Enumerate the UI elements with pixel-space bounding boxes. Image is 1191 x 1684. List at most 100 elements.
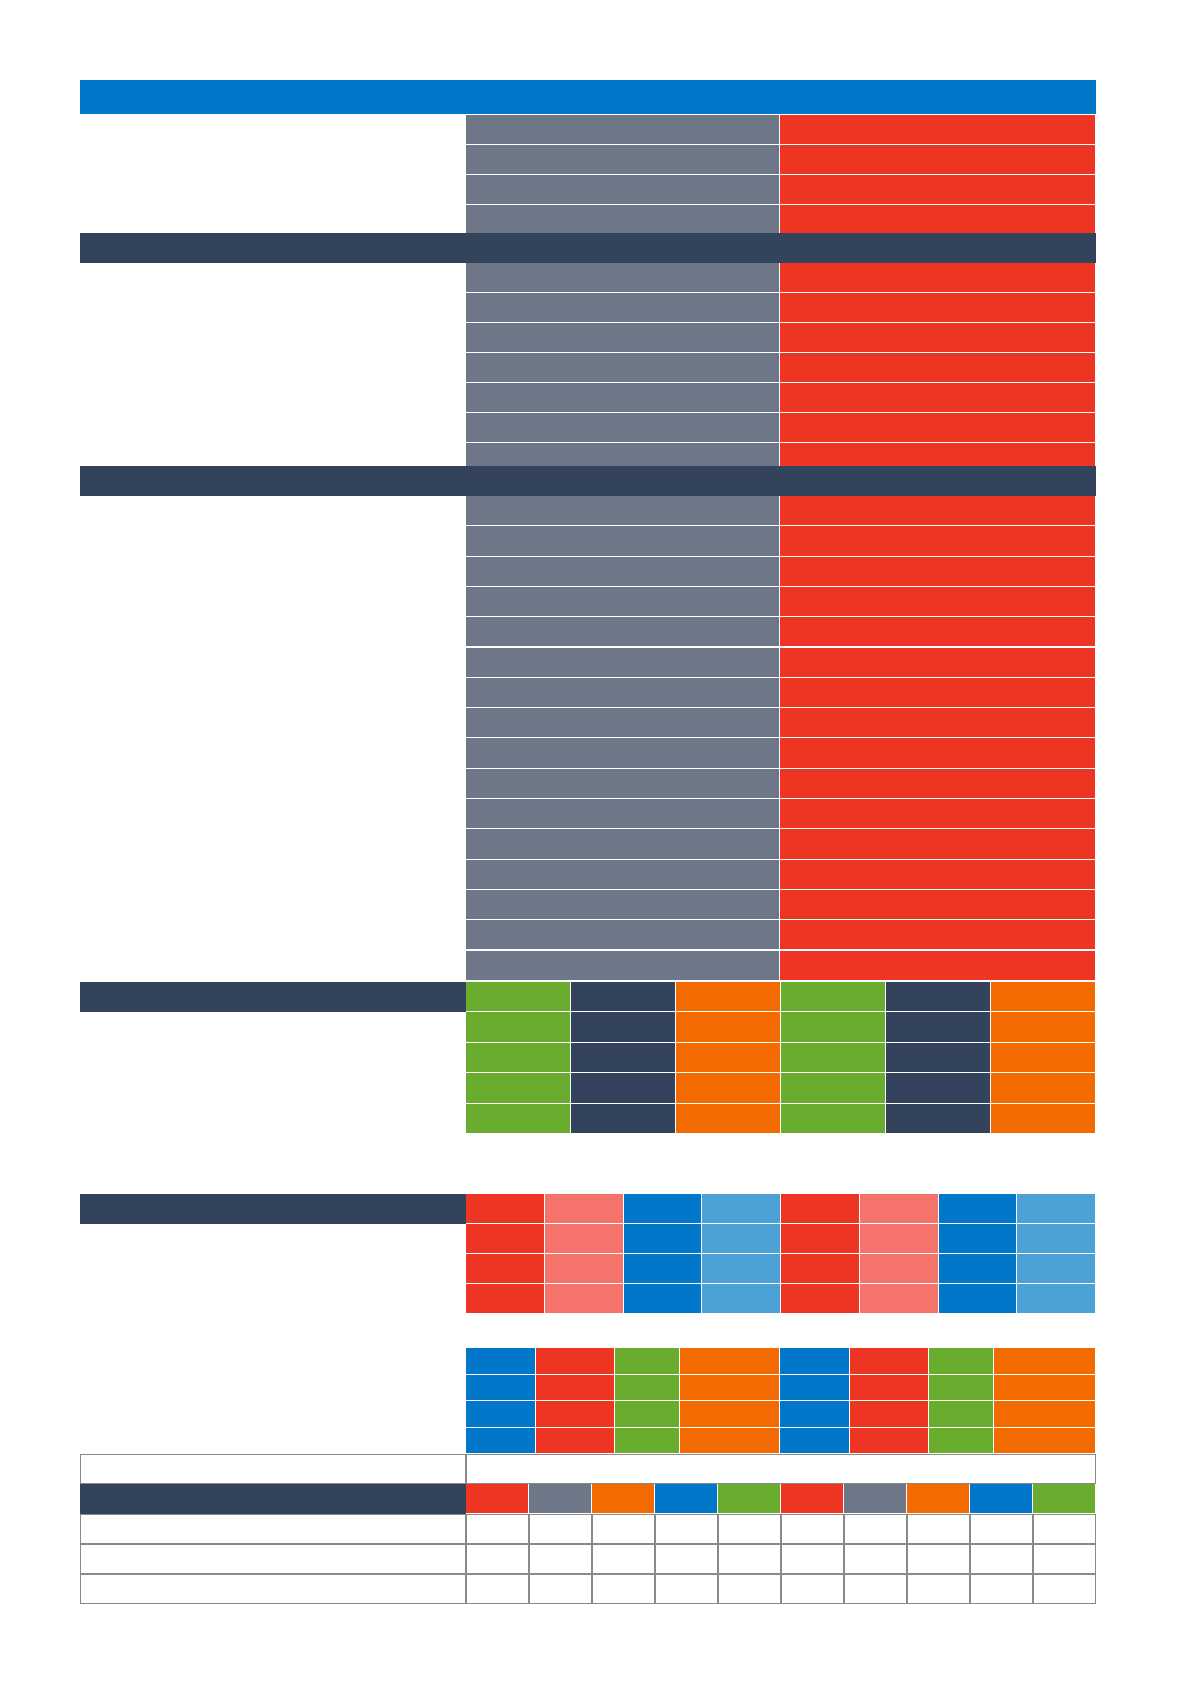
color-grid-cell <box>886 1103 991 1134</box>
form-field <box>529 1574 592 1604</box>
red-field <box>780 556 1096 587</box>
color-grid-cell <box>466 1284 545 1314</box>
color-grid-cell <box>466 1012 571 1043</box>
color-grid-cell <box>781 1254 860 1284</box>
red-field <box>780 617 1096 648</box>
color-grid-cell <box>886 1042 991 1074</box>
form-field <box>80 1544 466 1574</box>
color-grid-cell <box>466 1254 545 1284</box>
red-field <box>780 526 1096 557</box>
color-grid-cell <box>702 1254 781 1284</box>
form-field <box>592 1514 655 1544</box>
form-field <box>781 1544 844 1574</box>
form-field <box>655 1514 718 1544</box>
color-grid-cell <box>544 1254 624 1284</box>
color-grid-cell <box>680 1401 780 1428</box>
color-grid-cell <box>702 1224 781 1254</box>
gray-field <box>466 115 780 145</box>
color-grid-cell <box>615 1348 680 1375</box>
gray-field <box>466 175 780 205</box>
gray-field <box>466 889 780 921</box>
color-grid-cell <box>859 1194 939 1224</box>
color-grid-cell <box>680 1348 780 1375</box>
color-grid-cell <box>780 1348 850 1375</box>
color-grid-cell <box>929 1348 994 1375</box>
color-grid-cell <box>623 1224 703 1254</box>
color-grid-cell <box>781 1042 886 1074</box>
color-grid-cell <box>466 1194 545 1224</box>
legend-swatch <box>781 1484 844 1514</box>
color-grid-cell <box>571 1073 676 1104</box>
section-header <box>80 233 1096 263</box>
color-grid-cell <box>781 1103 886 1134</box>
gray-field <box>466 768 780 799</box>
color-grid-cell <box>780 1374 850 1401</box>
red-field <box>780 859 1096 890</box>
color-grid-cell <box>938 1284 1018 1314</box>
red-field <box>780 353 1096 383</box>
form-field <box>970 1514 1033 1544</box>
color-grid-cell <box>571 1012 676 1043</box>
color-grid-cell <box>781 982 886 1013</box>
color-grid-cell <box>466 982 571 1013</box>
section-header <box>80 466 1096 496</box>
color-grid-cell <box>859 1284 939 1314</box>
color-grid-cell <box>886 1012 991 1043</box>
color-grid-cell <box>1017 1194 1096 1224</box>
red-field <box>780 293 1096 323</box>
form-field <box>592 1574 655 1604</box>
form-field <box>466 1514 529 1544</box>
red-field <box>780 383 1096 413</box>
color-grid-cell <box>991 1103 1096 1134</box>
legend-swatch <box>907 1484 970 1514</box>
gray-field <box>466 738 780 769</box>
color-grid-cell <box>466 1348 536 1375</box>
legend-swatch <box>844 1484 907 1514</box>
section-header <box>80 982 466 1012</box>
form-field <box>80 1454 466 1484</box>
red-field <box>780 205 1096 235</box>
gray-field <box>466 145 780 175</box>
gray-field <box>466 829 780 860</box>
color-grid-cell <box>536 1348 615 1375</box>
color-grid-cell <box>781 1224 860 1254</box>
header-bar <box>80 80 1096 114</box>
color-grid-cell <box>994 1427 1096 1454</box>
gray-field <box>466 617 780 648</box>
gray-field <box>466 383 780 413</box>
section-header <box>80 1484 466 1514</box>
color-grid-cell <box>991 1042 1096 1074</box>
red-field <box>780 677 1096 709</box>
red-field <box>780 738 1096 769</box>
form-field <box>718 1574 781 1604</box>
section-header <box>80 1194 466 1224</box>
color-grid-cell <box>615 1427 680 1454</box>
color-grid-cell <box>466 1103 571 1134</box>
color-grid-cell <box>991 1012 1096 1043</box>
color-grid-cell <box>938 1224 1018 1254</box>
gray-field <box>466 647 780 678</box>
color-grid-cell <box>466 1427 536 1454</box>
color-grid-cell <box>544 1284 624 1314</box>
color-grid-cell <box>676 1012 781 1043</box>
color-grid-cell <box>781 1284 860 1314</box>
form-field <box>80 1574 466 1604</box>
red-field <box>780 496 1096 527</box>
form-field <box>529 1544 592 1574</box>
legend-swatch <box>970 1484 1033 1514</box>
legend-swatch <box>529 1484 592 1514</box>
legend-swatch <box>592 1484 655 1514</box>
form-field <box>718 1544 781 1574</box>
form-field <box>1033 1514 1096 1544</box>
legend-swatch <box>718 1484 781 1514</box>
gray-field <box>466 526 780 557</box>
form-field <box>1033 1574 1096 1604</box>
color-grid-cell <box>1017 1284 1096 1314</box>
form-field <box>844 1544 907 1574</box>
color-grid-cell <box>780 1427 850 1454</box>
color-grid-cell <box>623 1194 703 1224</box>
color-grid-cell <box>466 1374 536 1401</box>
color-grid-cell <box>1017 1224 1096 1254</box>
color-grid-cell <box>886 1073 991 1104</box>
gray-field <box>466 950 780 981</box>
